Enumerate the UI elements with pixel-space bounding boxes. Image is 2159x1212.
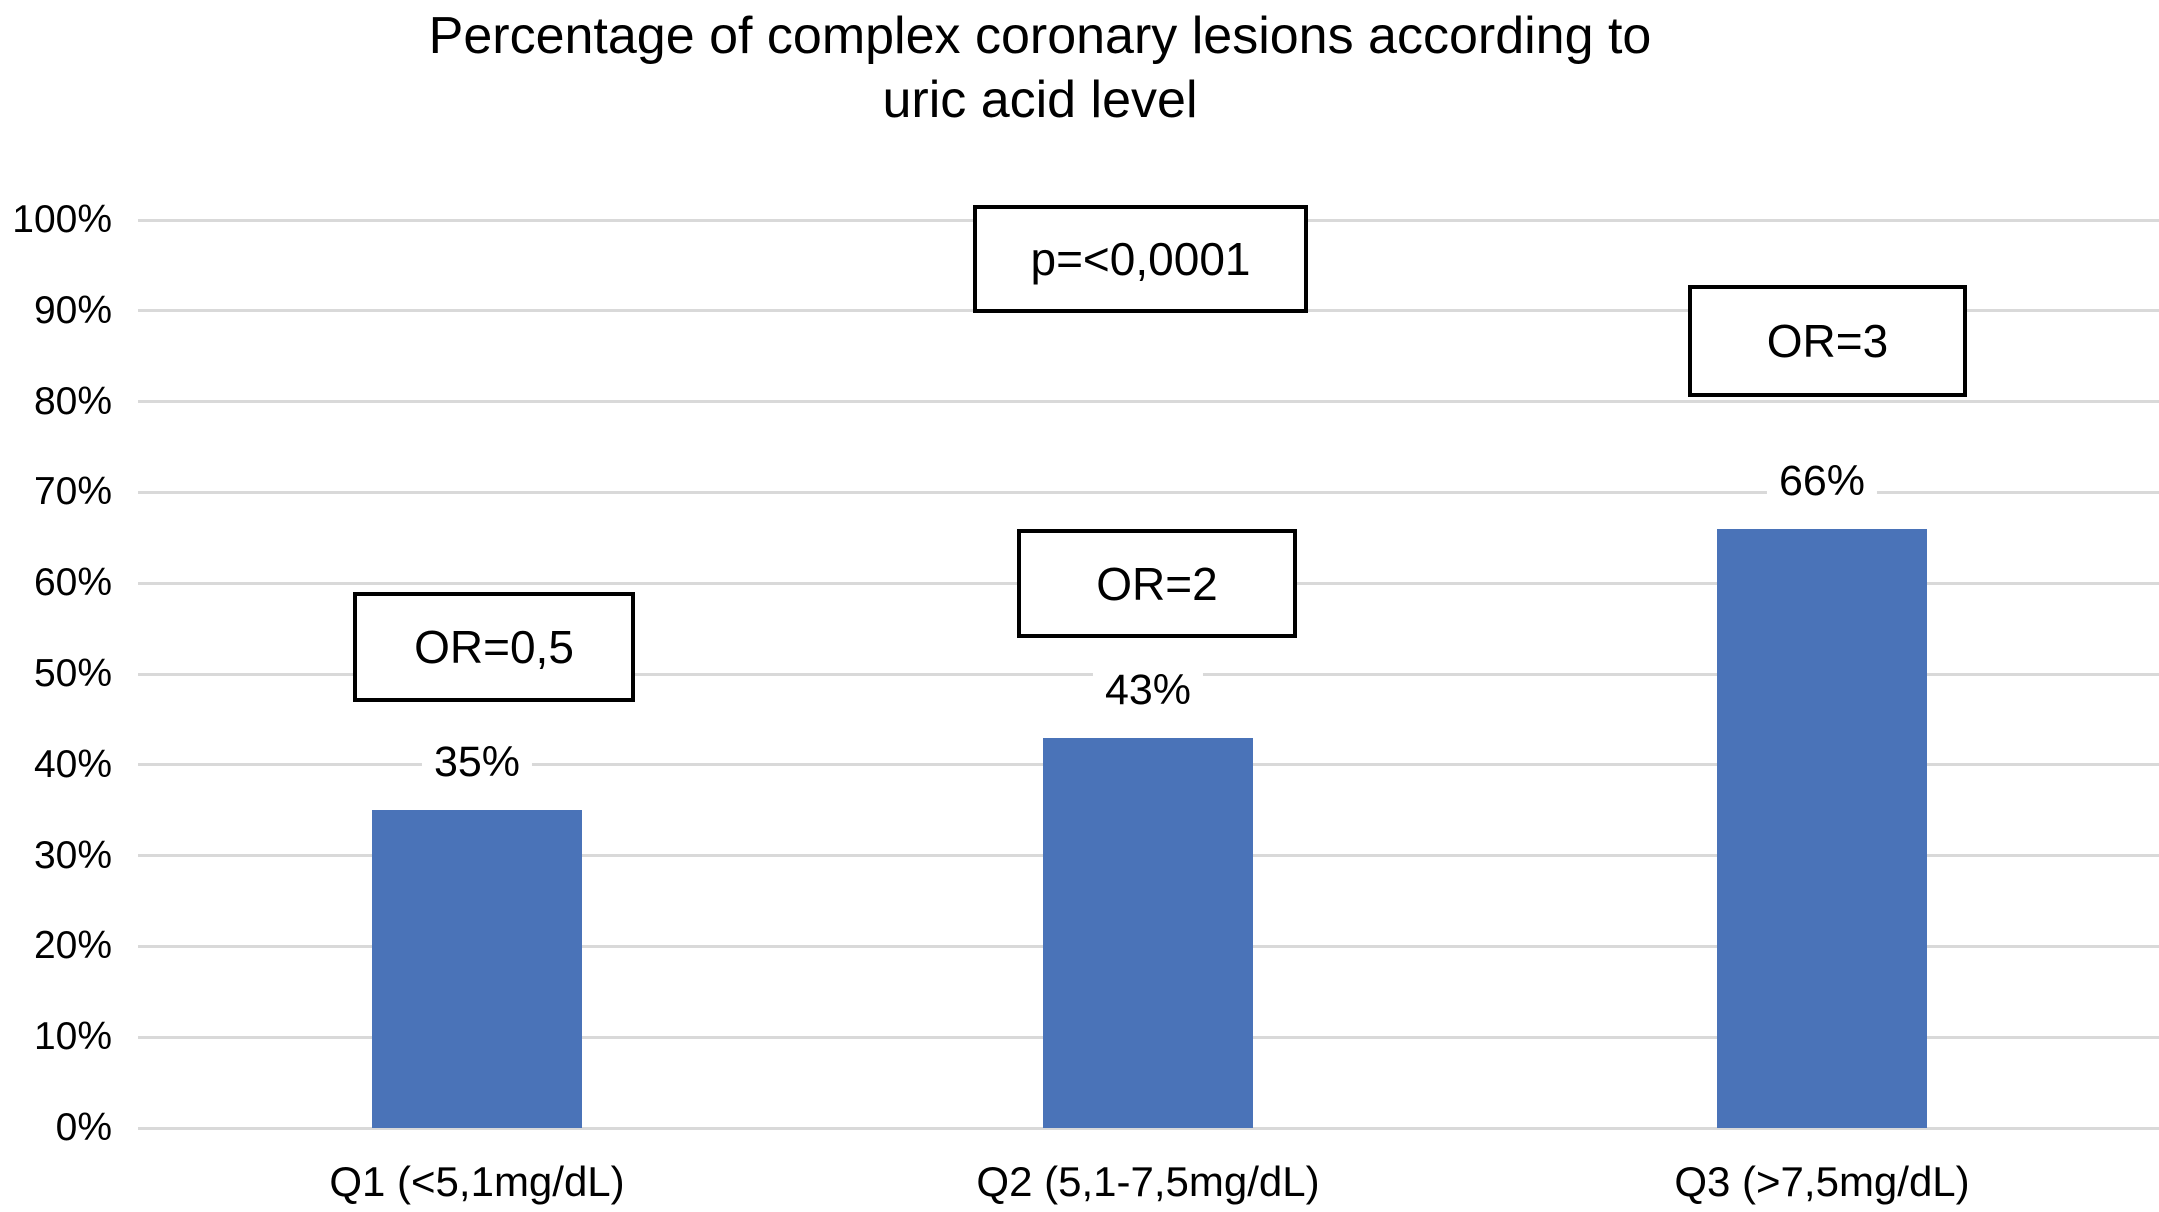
y-axis-tick-label-100: 100% (12, 198, 112, 241)
y-axis-tick-label-10: 10% (33, 1015, 112, 1059)
x-axis-label-q1: Q1 (<5,1mg/dL) (329, 1158, 625, 1205)
y-axis-tick-label-60: 60% (33, 561, 112, 605)
y-axis-tick-label-0: 0% (55, 1106, 112, 1149)
bar-q3 (1717, 529, 1927, 1128)
gridline-80 (138, 400, 2159, 404)
y-axis-tick-label-70: 70% (33, 470, 112, 514)
p-value-box: p=<0,0001 (973, 205, 1308, 313)
or-box-q1: OR=0,5 (353, 592, 635, 702)
y-axis-tick-label-20: 20% (33, 924, 112, 968)
y-axis-tick-label-40: 40% (33, 742, 112, 786)
plot-area: 35% 43% 66% (138, 218, 2159, 1130)
value-label-q2: 43% (1092, 666, 1204, 714)
value-label-q1: 35% (421, 738, 533, 786)
chart-title-line-2: uric acid level (882, 71, 1198, 129)
bar-q1 (372, 810, 582, 1128)
or-box-q2: OR=2 (1017, 529, 1297, 638)
or-box-q3: OR=3 (1688, 285, 1967, 397)
x-axis-label-q3: Q3 (>7,5mg/dL) (1674, 1158, 1970, 1205)
gridline-0 (138, 1126, 2159, 1130)
gridline-70 (138, 490, 2159, 494)
chart-title: Percentage of complex coronary lesions a… (429, 4, 1652, 132)
x-axis-label-q2: Q2 (5,1-7,5mg/dL) (976, 1158, 1320, 1205)
y-axis-tick-label-50: 50% (33, 652, 112, 695)
y-axis-tick-label-80: 80% (33, 379, 112, 423)
value-label-q3: 66% (1766, 457, 1878, 505)
y-axis-tick-label-30: 30% (33, 833, 112, 877)
bar-q2 (1043, 738, 1253, 1128)
chart-title-line-1: Percentage of complex coronary lesions a… (428, 7, 1652, 65)
y-axis-tick-label-90: 90% (33, 288, 112, 332)
